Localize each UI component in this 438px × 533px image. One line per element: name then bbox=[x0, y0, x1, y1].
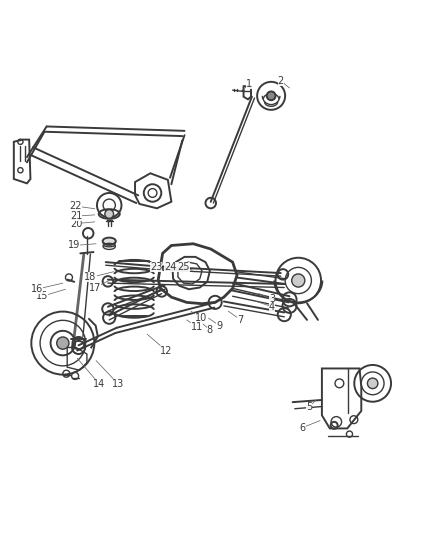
Text: 5: 5 bbox=[305, 400, 315, 413]
Text: 20: 20 bbox=[70, 219, 95, 229]
Text: 18: 18 bbox=[84, 272, 113, 282]
Text: 4: 4 bbox=[256, 302, 275, 312]
Text: 3: 3 bbox=[258, 294, 275, 304]
Text: 7: 7 bbox=[228, 311, 243, 325]
Text: 11: 11 bbox=[186, 320, 202, 332]
Text: 9: 9 bbox=[208, 318, 222, 330]
Text: 15: 15 bbox=[36, 289, 65, 301]
Text: 14: 14 bbox=[77, 358, 105, 389]
Text: 23: 23 bbox=[149, 262, 166, 272]
Circle shape bbox=[57, 337, 69, 349]
Text: 19: 19 bbox=[68, 240, 96, 251]
Text: 24: 24 bbox=[164, 262, 177, 272]
Text: 17: 17 bbox=[88, 280, 109, 293]
Text: 22: 22 bbox=[70, 201, 95, 211]
Text: 2: 2 bbox=[277, 76, 289, 88]
Circle shape bbox=[291, 274, 304, 287]
Text: 1: 1 bbox=[243, 78, 252, 89]
Circle shape bbox=[180, 266, 184, 270]
Text: 21: 21 bbox=[70, 211, 95, 221]
Text: 13: 13 bbox=[96, 361, 124, 389]
Circle shape bbox=[105, 209, 113, 219]
Text: 6: 6 bbox=[299, 421, 319, 433]
Circle shape bbox=[162, 266, 166, 270]
Ellipse shape bbox=[102, 238, 116, 245]
Circle shape bbox=[367, 378, 377, 389]
Text: 10: 10 bbox=[191, 311, 207, 323]
Text: 12: 12 bbox=[147, 334, 172, 356]
Circle shape bbox=[266, 92, 275, 100]
Circle shape bbox=[171, 266, 175, 270]
Text: 8: 8 bbox=[199, 321, 212, 335]
Text: 25: 25 bbox=[177, 262, 192, 272]
Text: 16: 16 bbox=[30, 283, 63, 294]
